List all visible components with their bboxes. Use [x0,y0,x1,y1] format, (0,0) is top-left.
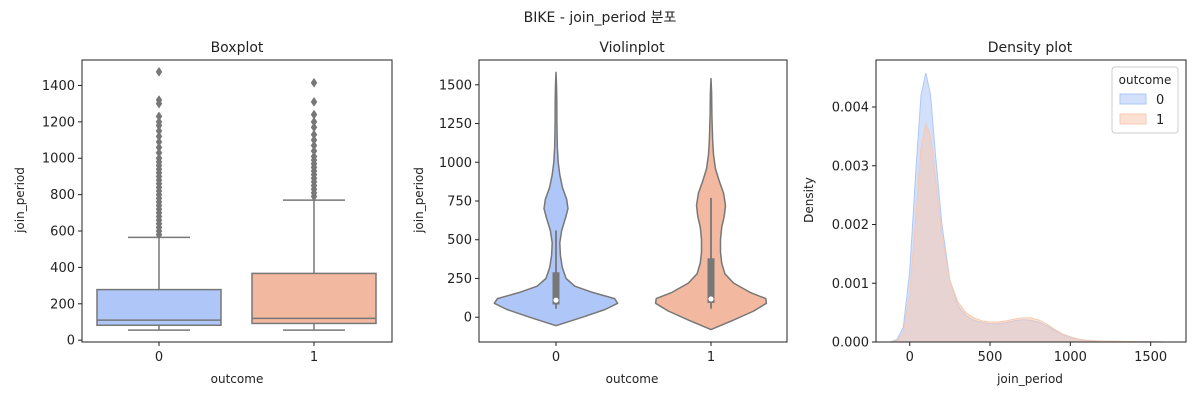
violinplot-ytick-label: 1000 [439,156,472,171]
density-ytick-label: 0.003 [832,159,869,174]
density-ytick-label: 0.004 [832,101,869,116]
violin-median-dot [553,297,559,303]
boxplot-panel: Boxplot outcome join_period 0 200 400 600 80… [13,40,393,386]
density-legend-swatch-0 [1119,93,1147,105]
density-plot-area: 0.000 0.001 0.002 0.003 0.004 0 500 1000 1500 out… [832,59,1187,365]
boxplot-ytick-label: 0 [67,334,75,349]
boxplot-ylabel: join_period [13,167,27,234]
density-xlabel: join_period [996,372,1063,386]
violin-body-0 [493,71,619,327]
violin-iqr-bar [552,272,560,305]
box-outlier-point [310,116,318,127]
box-outlier-point [155,131,163,142]
boxplot-axes-frame [81,59,393,343]
box-outlier-point [155,111,163,122]
boxplot-ytick-label: 1000 [42,152,75,167]
boxplot-xtick-label: 1 [310,350,318,365]
boxplot-xtick-label: 0 [155,350,163,365]
violinplot-xtick-label: 1 [707,350,715,365]
box-outlier-point [310,151,318,162]
density-panel: Density plot join_period Density 0.0000.… [802,40,1187,386]
violin-iqr-bar [707,258,715,303]
violin-median-dot [708,296,714,302]
density-area-series-1 [890,121,1167,343]
violinplot-ytick-label: 1500 [439,78,472,93]
violinplot-xlabel: outcome [606,372,659,386]
density-xtick-label: 500 [978,350,1003,365]
violinplot-ytick-label: 0 [464,311,472,326]
box-outlier-point [310,109,318,120]
box-outlier-point [310,77,318,88]
box-rect-1 [251,272,377,325]
density-ytick-label: 0.002 [832,218,869,233]
density-axes-frame [875,59,1187,343]
violinplot-ytick-label: 1250 [439,117,472,132]
violinplot-xtick-label: 0 [552,350,560,365]
boxplot-ytick-label: 800 [50,188,75,203]
box-outlier-point [155,136,163,147]
box-outlier-point [310,122,318,133]
box-outlier-point [155,116,163,127]
density-ylabel: Density [802,177,816,223]
box-outlier-point [155,142,163,153]
violinplot-panel: Violinplot outcome join_period 0 250 500 75… [412,40,788,386]
violinplot-title: Violinplot [599,40,665,56]
density-legend-label-1: 1 [1156,113,1164,128]
box-outlier-point [155,126,163,136]
boxplot-title: Boxplot [211,40,264,56]
box-outlier-point [155,66,163,77]
boxplot-ytick-label: 200 [50,297,75,312]
boxplot-plot-area: 0 200 400 600 800 1000 1200 1400 0 1 [42,59,393,365]
figure-suptitle: BIKE - join_period 분포 [524,10,677,26]
box-outlier-point [310,96,318,107]
density-legend-label-0: 0 [1156,93,1164,108]
density-xtick-label: 1500 [1134,350,1167,365]
density-legend-title: outcome [1119,73,1172,87]
box-outlier-point [310,140,318,151]
violinplot-plot-area: 0 250 500 750 1000 1250 1500 0 1 [439,59,788,365]
boxplot-ytick-label: 600 [50,225,75,240]
boxplot-ytick-label: 400 [50,261,75,276]
violinplot-ytick-label: 500 [447,233,472,248]
density-ytick-label: 0.001 [832,277,869,292]
density-legend-swatch-1 [1119,113,1147,125]
box-outlier-point [155,95,163,105]
box-outlier-point [155,147,163,158]
box-rect-0 [96,288,222,327]
box-outlier-point [310,129,318,140]
boxplot-xlabel: outcome [211,372,264,386]
density-xtick-label: 0 [906,350,914,365]
density-title: Density plot [988,40,1073,56]
density-ytick-label: 0.000 [832,336,869,351]
boxplot-ytick-label: 1400 [42,79,75,94]
violinplot-ylabel: join_period [412,167,426,234]
box-outlier-point [155,153,163,164]
violinplot-ytick-label: 750 [447,195,472,210]
violinplot-ytick-label: 250 [447,272,472,287]
box-outlier-point [310,146,318,156]
boxplot-ytick-label: 1200 [42,115,75,130]
box-outlier-point [310,135,318,146]
density-xtick-label: 1000 [1054,350,1087,365]
